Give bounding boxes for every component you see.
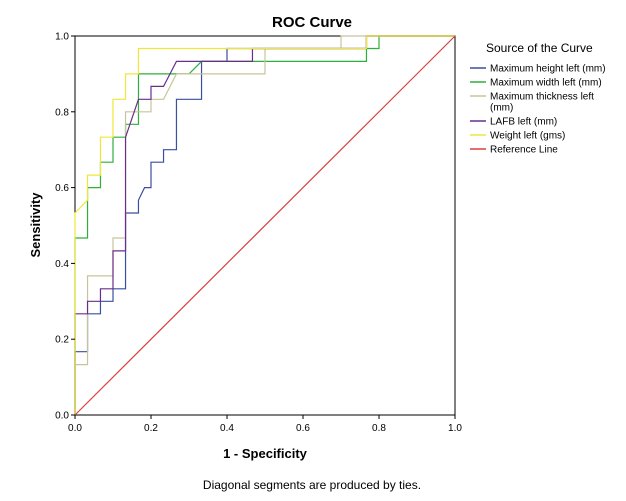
y-tick-label: 1.0 (55, 32, 69, 43)
x-tick-label: 0.2 (144, 423, 158, 434)
axis-ticks: 0.0 0.2 0.4 0.6 0.8 1.0 0.0 0.2 0.4 0.6 0.8 1.0 (55, 32, 462, 435)
legend-entry: Reference Line (490, 145, 558, 156)
y-tick-label: 0.8 (55, 107, 69, 118)
y-tick-label: 0.0 (55, 411, 69, 422)
legend: Source of the Curve Maximum height left … (470, 41, 606, 156)
chart-title: ROC Curve (272, 14, 352, 31)
legend-entry: LAFB left (mm) (490, 117, 557, 128)
legend-entry: Maximum height left (mm) (490, 64, 606, 75)
series-line-lafb-left-mm (74, 35, 455, 415)
legend-title: Source of the Curve (486, 41, 593, 55)
x-tick-label: 1.0 (448, 423, 462, 434)
legend-entry: Maximum width left (mm) (490, 78, 602, 89)
x-tick-label: 0.8 (372, 423, 386, 434)
legend-entry: Weight left (gms) (490, 131, 565, 142)
series-line-weight-left-gms (74, 35, 455, 415)
y-tick-label: 0.2 (55, 335, 69, 346)
x-tick-label: 0.4 (220, 423, 234, 434)
footnote: Diagonal segments are produced by ties. (203, 478, 421, 492)
x-tick-label: 0.0 (68, 423, 82, 434)
y-tick-label: 0.4 (55, 259, 69, 270)
legend-entry: Maximum thickness left (mm) (490, 92, 594, 114)
x-tick-label: 0.6 (296, 423, 310, 434)
series-line-reference-line (74, 35, 456, 416)
x-axis-title: 1 - Specificity (223, 446, 308, 461)
plot-area (74, 35, 456, 416)
y-tick-label: 0.6 (55, 183, 69, 194)
y-axis-title: Sensitivity (28, 192, 43, 258)
